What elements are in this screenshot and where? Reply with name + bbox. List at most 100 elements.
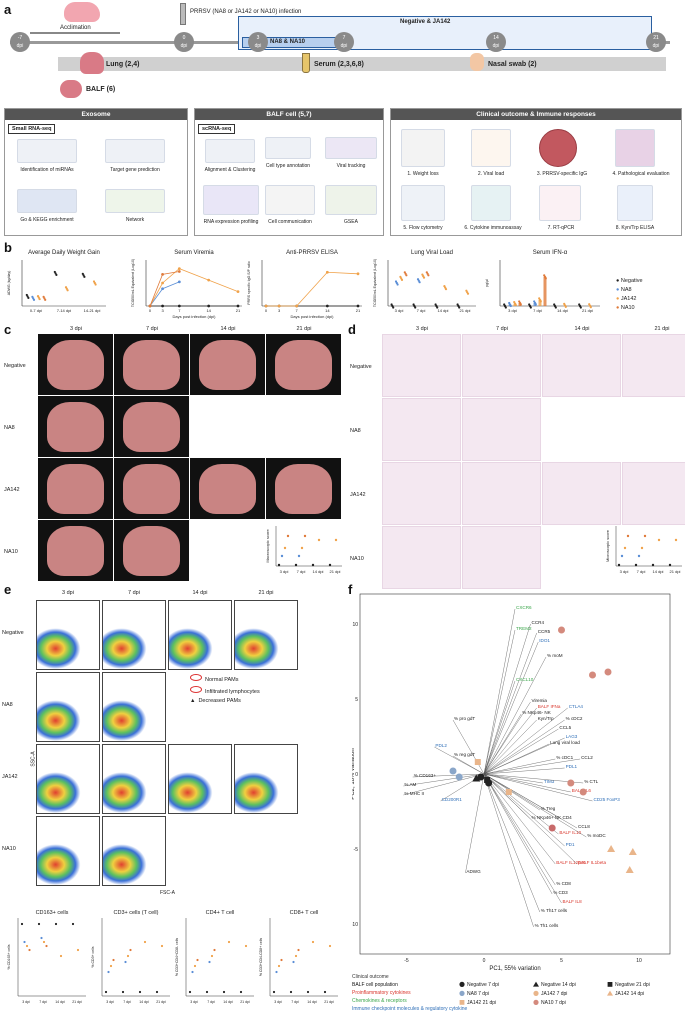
y-label: TCID50/mL Equivalent (Log10) xyxy=(131,259,135,307)
gsea-illustration xyxy=(325,185,377,215)
data-point-Negative xyxy=(554,306,557,309)
x-tick: 14 dpi xyxy=(438,308,449,313)
score-point xyxy=(311,563,315,567)
x-label: Days post infection (dpi) xyxy=(291,314,335,319)
y-label: pg/μl xyxy=(485,279,489,287)
pca-vector-label: PD1 xyxy=(566,842,575,847)
pca-vector-label: CD200R1 xyxy=(442,797,463,802)
cell-point xyxy=(239,990,243,994)
pca-point xyxy=(558,626,565,634)
pca-vector xyxy=(483,719,565,775)
x-tick: 14 dpi xyxy=(557,308,568,313)
y-tick: 10 xyxy=(352,622,358,628)
pca-legend-label: NA10 7 dpi xyxy=(541,1000,566,1006)
data-point-Negative xyxy=(55,273,58,277)
x-tick: 14 xyxy=(325,308,330,313)
pca-vector xyxy=(483,632,537,775)
day-node-0: 0 dpi xyxy=(174,32,194,52)
clinical-box: Clinical outcome & Immune responses 1. W… xyxy=(390,108,682,236)
fsc-label: FSC-A xyxy=(160,890,175,896)
pca-vector xyxy=(483,743,550,775)
pig-icon xyxy=(64,2,100,22)
data-point-NA10 xyxy=(177,270,181,273)
score-point xyxy=(626,534,630,538)
pca-legend-label: JA142 21 dpi xyxy=(467,1000,496,1006)
pca-legend-marker xyxy=(607,982,613,987)
cell-point xyxy=(121,990,125,994)
pca-vector xyxy=(403,773,485,787)
flow-legend-item: Infiltrated lymphocytes xyxy=(190,686,260,695)
lung-icon xyxy=(80,52,104,74)
data-point-NA10 xyxy=(405,274,408,277)
score-point xyxy=(294,563,298,567)
target-illustration xyxy=(105,139,165,163)
data-point-Negative xyxy=(27,296,30,300)
cell-point xyxy=(275,970,278,974)
cell-point xyxy=(292,960,295,964)
cell-point xyxy=(126,954,130,958)
score-point xyxy=(637,554,641,558)
x-tick: 7 dpi xyxy=(123,1000,131,1004)
pca-legend-label: JA142 14 dpi xyxy=(615,991,644,997)
data-point-JA142 xyxy=(564,305,567,308)
score-point xyxy=(277,563,281,567)
cell-point xyxy=(193,964,197,968)
cell-point xyxy=(143,940,147,944)
cell-point xyxy=(155,990,159,994)
lung-photo xyxy=(38,334,113,395)
col-label: 14 dpi xyxy=(192,590,208,596)
data-point-NA8 xyxy=(396,283,399,286)
syringe-icon xyxy=(180,3,186,25)
group1-label: Negative & JA142 xyxy=(400,19,451,25)
data-point-NA10 xyxy=(44,298,47,301)
x-tick: 7 dpi xyxy=(291,1000,299,1004)
x-tick: 21 dpi xyxy=(670,569,681,574)
x-tick: 3 dpi xyxy=(190,1000,198,1004)
cell-point xyxy=(272,990,276,994)
lung-photo xyxy=(114,520,189,581)
flow-icon xyxy=(401,185,445,221)
flow-plot xyxy=(102,816,166,886)
flow-plot xyxy=(36,816,100,886)
data-point-JA142 xyxy=(236,290,240,294)
pca-legend-marker xyxy=(533,981,539,987)
cell-point xyxy=(323,990,327,994)
clinical-item-4: 4. Pathological evaluation xyxy=(612,171,670,177)
flow-plot xyxy=(102,672,166,742)
x-tick: 14 dpi xyxy=(139,1000,149,1004)
row-label: Negative xyxy=(4,363,26,369)
pca-point xyxy=(548,824,556,832)
row-label: NA8 xyxy=(2,702,13,708)
lung-label: Lung (2,4) xyxy=(106,61,140,68)
x-tick: 3 dpi xyxy=(620,569,629,574)
panel-e-grid: 3 dpi 7 dpi 14 dpi 21 dpi Negative NA8 JA142 NA… xyxy=(0,588,345,902)
pca-vector-label: % Treg xyxy=(541,806,556,811)
x-tick: 21 dpi xyxy=(156,1000,166,1004)
col-label: 7 dpi xyxy=(146,326,158,332)
pca-vector xyxy=(483,773,571,793)
lung-photo xyxy=(190,334,265,395)
flow-legend-item: ▲ Decreased PAMs xyxy=(190,698,241,704)
balf-lung-icon xyxy=(60,80,82,98)
col-label: 14 dpi xyxy=(574,326,590,332)
pca-legend-marker xyxy=(533,999,539,1005)
x-tick: 21 xyxy=(356,308,361,313)
flow-plot xyxy=(102,600,166,670)
pca-vector-label: % reg gdT xyxy=(454,752,475,757)
panel-label-a: a xyxy=(4,2,12,17)
series-line-JA142 xyxy=(266,271,359,307)
pca-vector-label: BALF IL12p40 xyxy=(556,860,586,865)
y-label: % CD3+CD4-CD8+ cells xyxy=(259,938,263,977)
pca-legend-label: JA142 7 dpi xyxy=(541,991,567,997)
pca-vector xyxy=(483,773,553,895)
cell-point xyxy=(76,948,80,952)
row-label: NA8 xyxy=(4,425,15,431)
network-illustration xyxy=(105,189,165,213)
data-point-JA142 xyxy=(207,278,211,282)
col-label: 7 dpi xyxy=(496,326,508,332)
pca-vector-label: CCL2 xyxy=(581,755,593,760)
y-label: Microscopic score xyxy=(605,529,610,562)
pca-vector xyxy=(483,623,531,775)
lung-photo xyxy=(38,458,113,519)
pca-legend-label: Negative 21 dpi xyxy=(615,982,650,988)
